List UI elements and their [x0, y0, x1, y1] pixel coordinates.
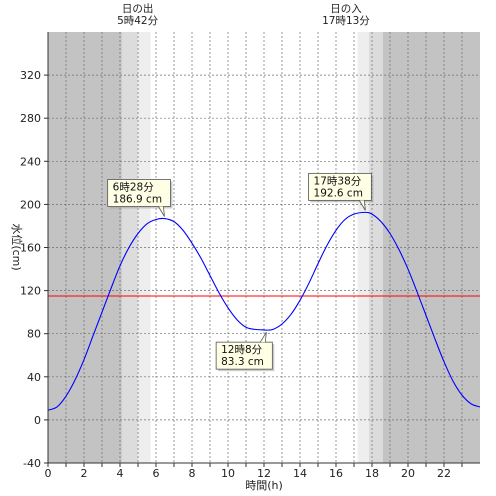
x-tick-label: 4: [117, 467, 124, 480]
tide-series-line: [47, 211, 481, 411]
callout-time: 17時38分: [314, 175, 362, 187]
x-tick-label: 6: [153, 467, 160, 480]
callout-time: 6時28分: [113, 182, 155, 194]
x-axis-label: 時間(h): [245, 479, 283, 492]
night-region: [382, 32, 480, 463]
x-tick-label: 22: [437, 467, 451, 480]
x-tick-label: 16: [329, 467, 343, 480]
y-tick-label: 160: [20, 242, 41, 255]
y-tick-label: 120: [20, 285, 41, 298]
sunrise-label: 日の出: [122, 2, 154, 15]
x-tick-label: 12: [257, 467, 271, 480]
callout-box: [308, 172, 372, 201]
x-tick-label: 20: [401, 467, 415, 480]
y-tick-label: 200: [20, 198, 41, 211]
x-tick-label: 0: [45, 467, 52, 480]
y-tick-label: -40: [23, 457, 41, 470]
sun-event-labels: 日の出 5時42分 日の入 17時13分: [117, 2, 370, 27]
callout-box: [107, 179, 171, 207]
callout-pointer: [259, 331, 267, 343]
x-tick-label: 10: [221, 467, 235, 480]
x-tick-label: 8: [189, 467, 196, 480]
x-tick-label: 18: [365, 467, 379, 480]
x-tick-label: 14: [293, 467, 307, 480]
y-tick-label: 80: [27, 328, 41, 341]
grid-lines: [48, 32, 480, 463]
y-tick-label: 280: [20, 112, 41, 125]
callout-pointer: [158, 206, 165, 217]
twilight-region-deep: [368, 32, 383, 463]
sunset-label: 日の入: [330, 3, 362, 15]
callout-level: 192.6 cm: [314, 187, 363, 199]
y-axis-label: 水位(cm): [10, 223, 24, 270]
callout-level: 186.9 cm: [113, 194, 162, 206]
y-tick-label: 40: [27, 371, 41, 384]
sunrise-time: 5時42分: [117, 15, 159, 27]
y-tick-label: 320: [20, 69, 41, 82]
callout-box: [215, 341, 273, 370]
callout-level: 83.3 cm: [221, 356, 264, 368]
callout-time: 12時8分: [221, 344, 263, 356]
y-axis-ticks: -40 0 40 80 120 160 200 240 280 320: [20, 69, 48, 470]
x-axis-ticks: 0 2 4 6 8 10 12 14 16 18 20 22: [45, 463, 463, 480]
sunset-time: 17時13分: [322, 15, 370, 27]
y-tick-label: 0: [34, 414, 41, 427]
callout-pointer: [358, 200, 366, 211]
y-tick-label: 240: [20, 155, 41, 168]
series-layer: [47, 211, 481, 411]
x-tick-label: 2: [81, 467, 88, 480]
